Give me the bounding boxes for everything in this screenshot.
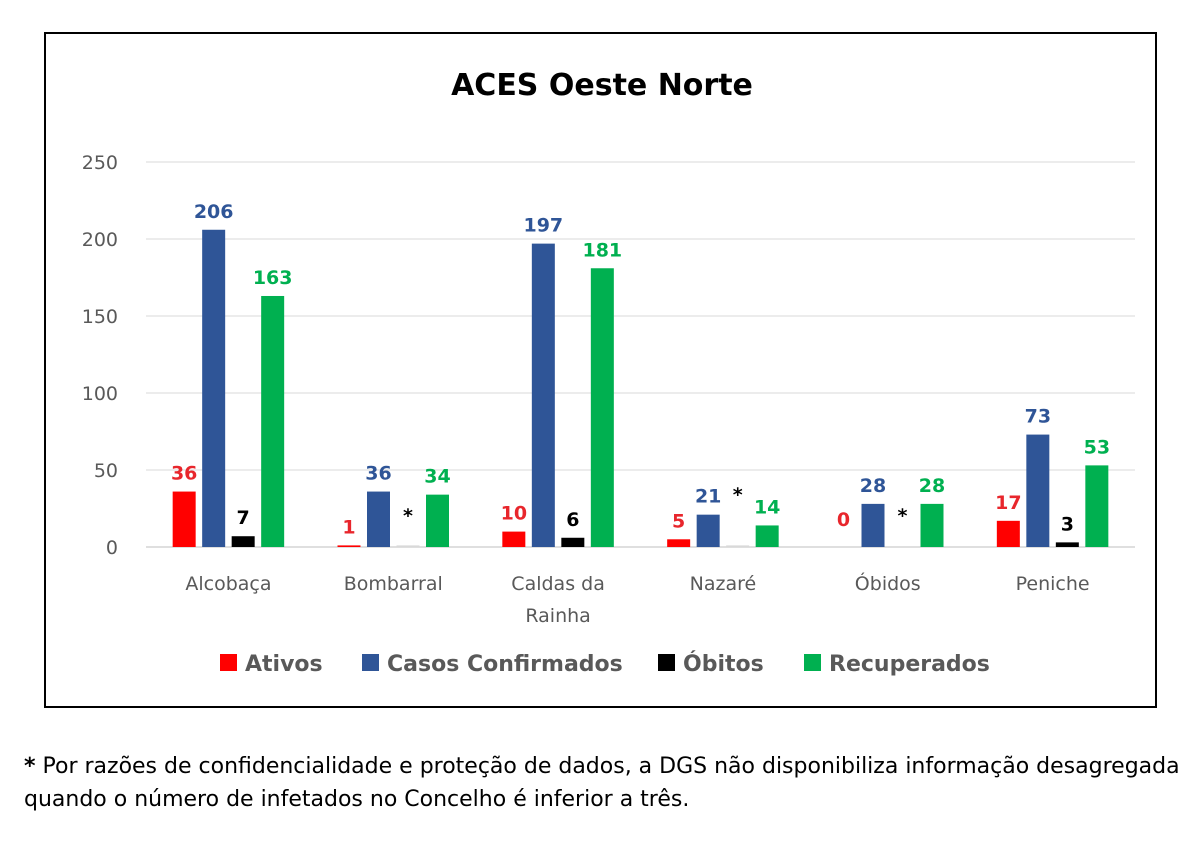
data-label: 206	[194, 201, 234, 223]
x-category-label: Caldas da Rainha	[511, 573, 605, 627]
y-tick-label: 200	[82, 229, 118, 251]
bar-casos-confirmados	[531, 243, 555, 547]
y-tick-label: 50	[94, 460, 118, 482]
bar-óbitos	[1055, 542, 1079, 547]
bar-ativos	[502, 531, 526, 547]
bar-recuperados	[755, 525, 779, 547]
data-label: 0	[837, 509, 850, 531]
bar-óbitos	[561, 537, 585, 547]
bar-casos-confirmados	[1026, 434, 1050, 547]
legend-label: Óbitos	[683, 651, 764, 677]
data-label: 1	[342, 516, 355, 538]
data-label: 73	[1025, 406, 1051, 428]
data-label: 7	[237, 507, 250, 529]
bar-recuperados	[426, 494, 449, 547]
bar-casos-confirmados	[696, 514, 720, 547]
x-category-label: Óbidos	[855, 571, 921, 595]
data-label: 181	[582, 239, 622, 261]
x-category-label: Alcobaça	[185, 573, 271, 595]
footnote-star: *	[24, 754, 36, 779]
bar-ativos	[172, 491, 196, 547]
legend-label: Casos Confirmados	[387, 652, 623, 677]
data-label: 28	[919, 475, 945, 497]
footnote: * Por razões de confidencialidade e prot…	[24, 750, 1184, 816]
data-labels: 36 206 7 163 1 36 * 34 10 197 6 181 5 21 * 14 0 28 * 28 17 73…	[171, 201, 1110, 539]
chart-frame: ACES Oeste Norte 0 50 100 150 200 250 36 206 7 1…	[44, 32, 1157, 708]
data-label: 5	[672, 510, 685, 532]
bar-recuperados	[261, 295, 285, 547]
bar-casos-confirmados	[367, 491, 390, 547]
data-label: 36	[171, 463, 197, 485]
gridlines	[146, 161, 1135, 548]
bar-casos-confirmados	[202, 229, 226, 547]
bar-casos-confirmados	[861, 503, 885, 547]
y-axis-ticks: 0 50 100 150 200 250	[82, 152, 118, 559]
bar-óbitos	[231, 536, 255, 547]
x-category-label: Bombarral	[344, 573, 443, 595]
legend-label: Ativos	[245, 652, 323, 677]
data-label: *	[898, 505, 908, 527]
data-label: 53	[1084, 436, 1110, 458]
footnote-text: Por razões de confidencialidade e proteç…	[24, 754, 1180, 812]
data-label: 10	[501, 503, 527, 525]
legend-swatch	[804, 654, 821, 671]
bar-recuperados	[920, 503, 944, 547]
legend: Ativos Casos Confirmados Óbitos Recuperados	[220, 651, 990, 677]
bar-ativos	[337, 545, 361, 547]
y-tick-label: 150	[82, 306, 118, 328]
data-label: 34	[424, 466, 450, 488]
legend-swatch	[220, 654, 237, 671]
data-label: 163	[253, 267, 293, 289]
data-label: 197	[523, 215, 563, 237]
bar-óbitos	[726, 545, 750, 547]
bar-recuperados	[590, 268, 614, 547]
y-tick-label: 250	[82, 152, 118, 174]
legend-swatch	[658, 654, 675, 671]
legend-swatch	[362, 654, 379, 671]
x-category-label: Peniche	[1016, 573, 1090, 595]
data-label: 36	[365, 463, 391, 485]
data-label: 21	[695, 486, 721, 508]
data-label: *	[733, 484, 743, 506]
y-tick-label: 100	[82, 383, 118, 405]
x-axis-categories: Alcobaça Bombarral Caldas da Rainha Nazaré Ób…	[185, 571, 1089, 627]
data-label: *	[403, 505, 413, 527]
bar-ativos	[667, 539, 691, 547]
chart-title: ACES Oeste Norte	[451, 68, 753, 103]
data-label: 17	[995, 492, 1021, 514]
x-category-label: Nazaré	[690, 573, 757, 595]
data-label: 14	[754, 496, 780, 518]
legend-label: Recuperados	[829, 652, 990, 677]
data-label: 28	[860, 475, 886, 497]
bar-óbitos	[396, 545, 420, 547]
data-label: 3	[1061, 513, 1074, 535]
bars	[172, 229, 1109, 547]
bar-ativos	[996, 520, 1020, 547]
data-label: 6	[566, 509, 579, 531]
bar-recuperados	[1085, 465, 1109, 547]
y-tick-label: 0	[106, 537, 118, 559]
